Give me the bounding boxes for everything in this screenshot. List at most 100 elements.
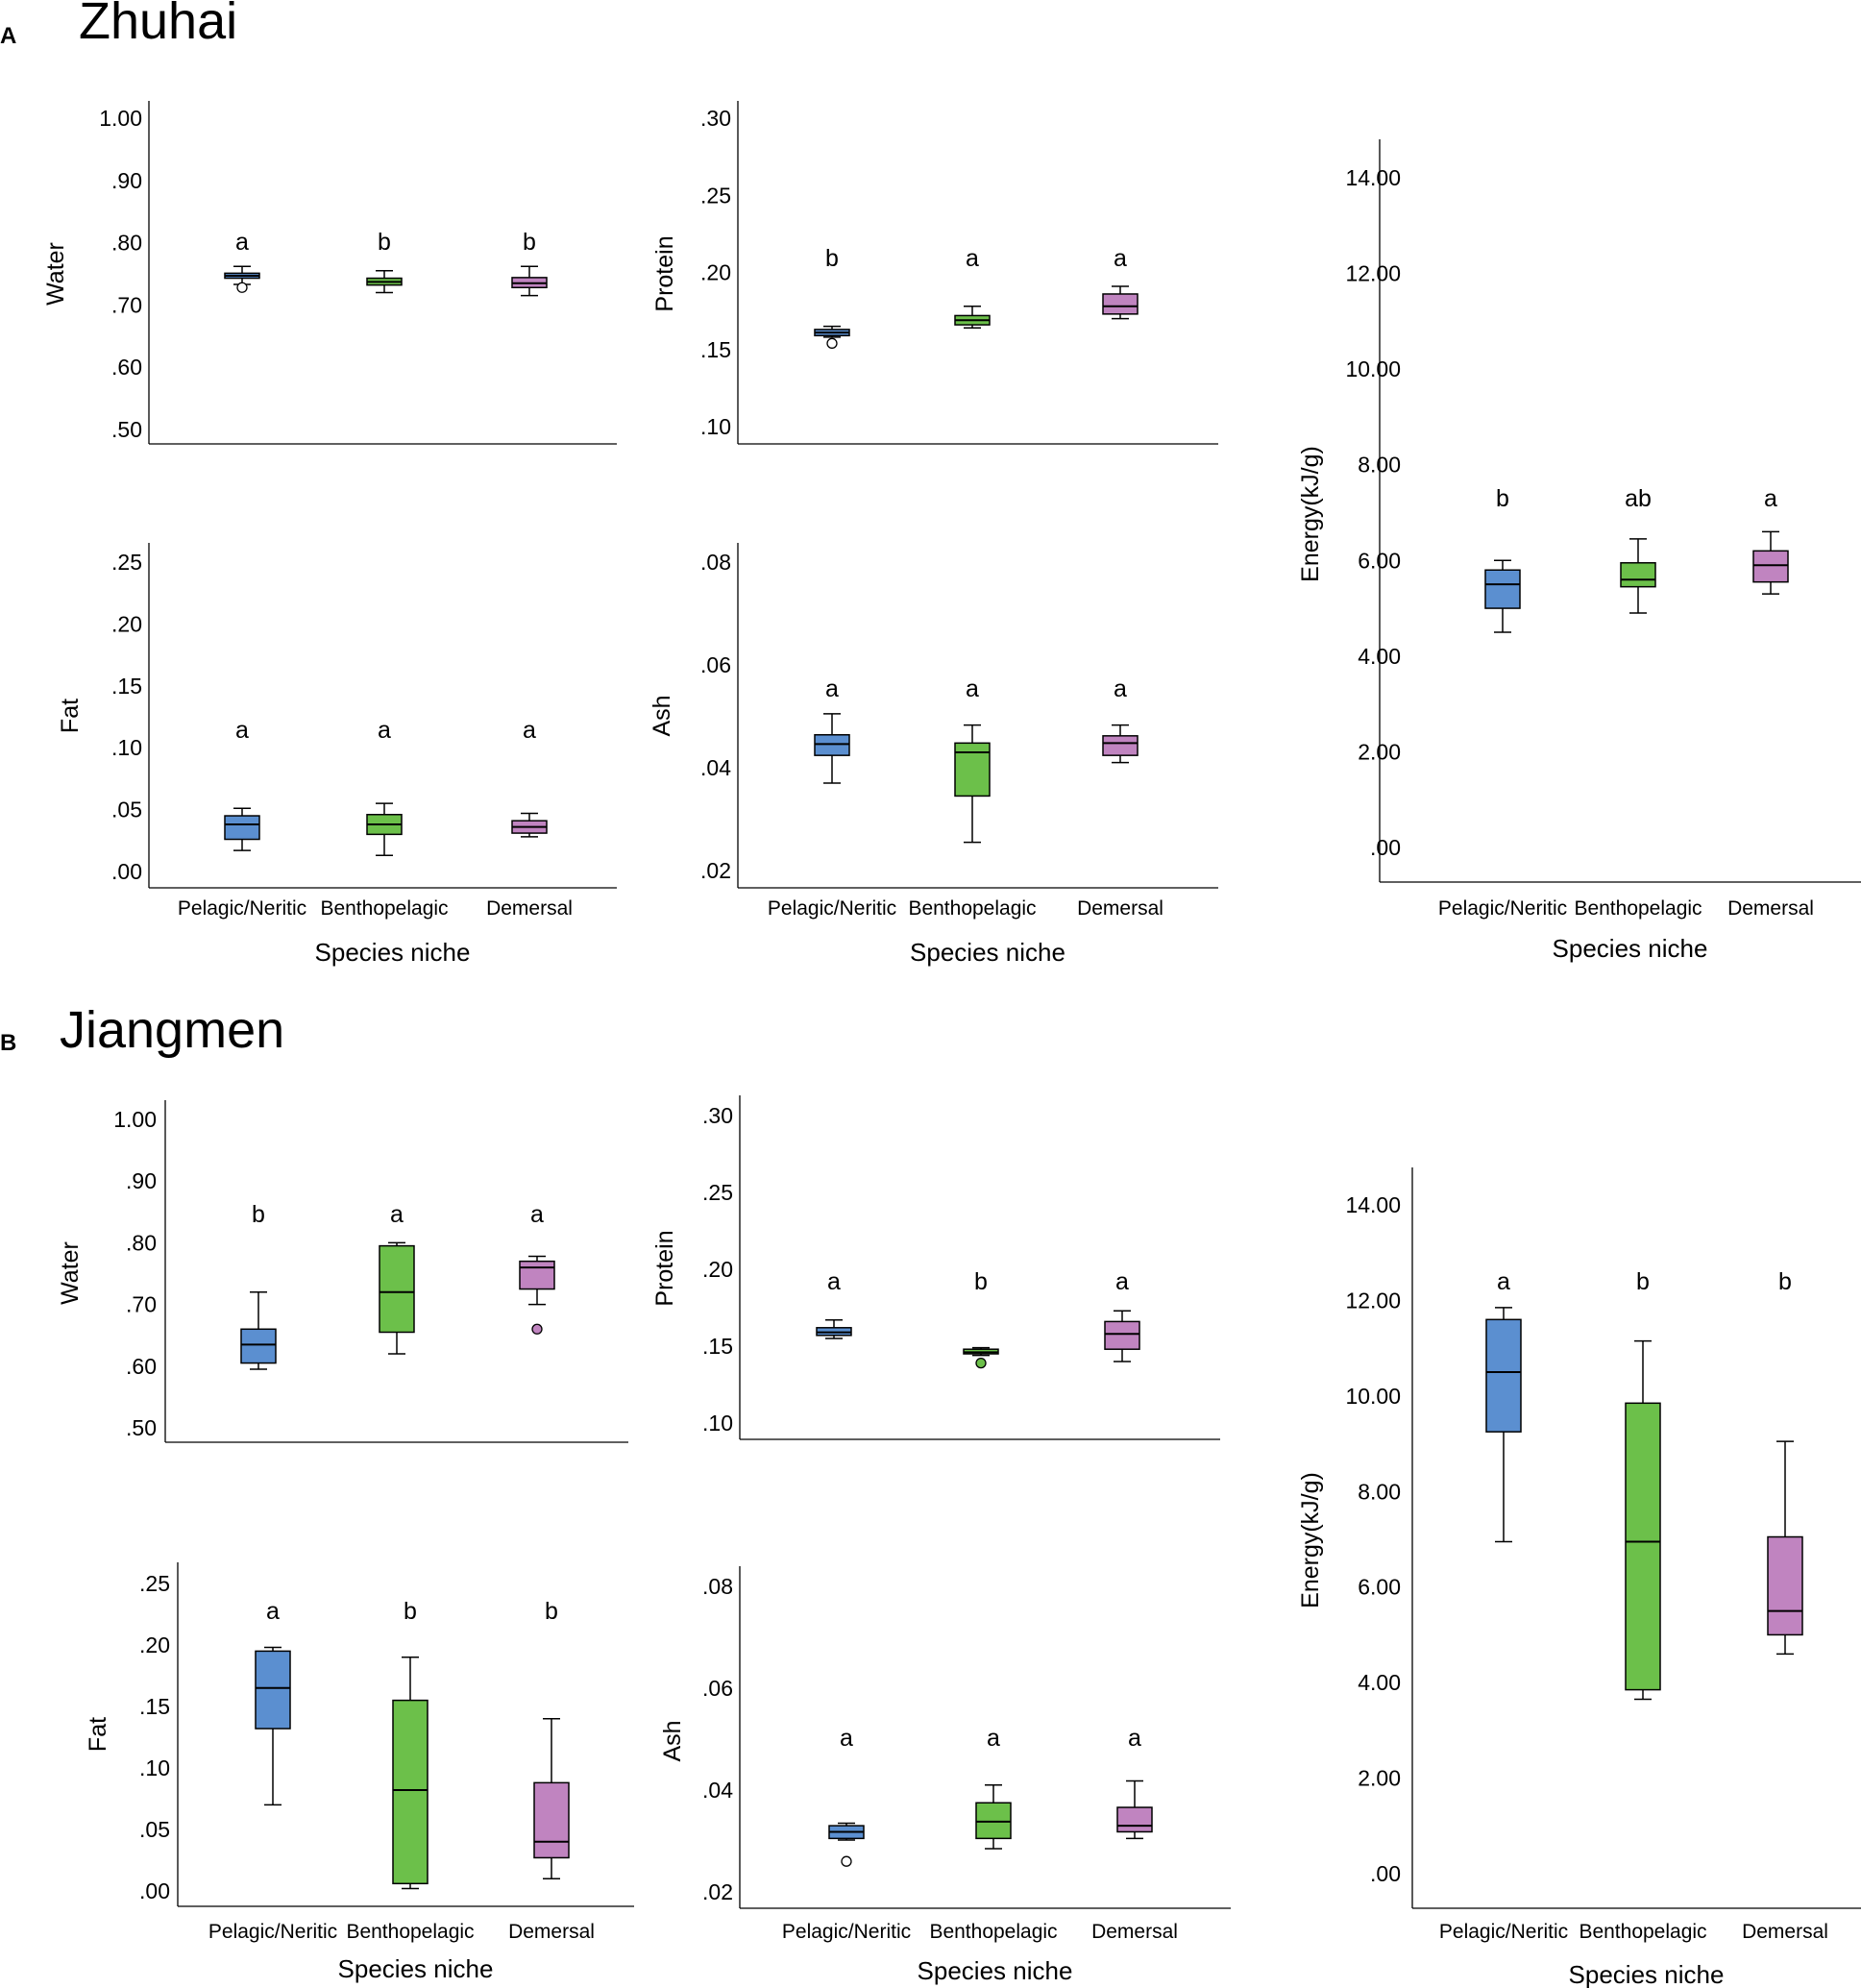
zh-fat-category-label: Demersal <box>486 897 573 920</box>
outlier-point <box>975 1357 987 1369</box>
jm-ash-tick-label: .08 <box>702 1574 733 1599</box>
jm-ash-category-label: Demersal <box>1091 1921 1178 1943</box>
zh-ash-tick-label: .04 <box>700 755 731 780</box>
outlier-point <box>531 1323 543 1335</box>
jm-water-box-demersal <box>519 1255 555 1335</box>
outlier-point <box>841 1855 852 1867</box>
zh-water-significance-letter: b <box>378 229 391 256</box>
zh-energy-box-benthopelagic <box>1620 538 1656 614</box>
zh-ash-box-demersal <box>1102 724 1139 764</box>
jm-protein-tick-label: .10 <box>702 1411 733 1436</box>
box-iqr <box>255 1650 291 1730</box>
jm-water-significance-letter: b <box>252 1201 265 1228</box>
zh-water-tick-label: 1.00 <box>99 106 142 131</box>
box-iqr <box>1767 1535 1803 1636</box>
zh-energy-significance-letter: ab <box>1625 485 1652 512</box>
zh-water-tick-label: .70 <box>111 292 142 317</box>
jm-protein-significance-letter: b <box>974 1268 988 1295</box>
box-iqr <box>1116 1806 1153 1833</box>
jm-water-tick-label: .90 <box>126 1168 157 1193</box>
zh-fat-x-label: Species niche <box>315 938 471 967</box>
zh-energy-tick-label: 10.00 <box>1345 356 1401 381</box>
jm-ash-x-label: Species niche <box>918 1956 1073 1985</box>
zh-water-chart: 1.00 .90 .80 .70 .60 .50 Water a b b <box>42 101 617 445</box>
jm-energy-significance-letter: b <box>1636 1268 1650 1295</box>
jm-energy-y-label: Energy(kJ/g) <box>1297 1472 1324 1608</box>
jm-protein-tick-label: .25 <box>702 1180 733 1205</box>
zh-fat-box-pelagic <box>224 807 260 851</box>
jm-ash-category-label: Pelagic/Neritic <box>782 1921 911 1943</box>
box-iqr <box>392 1699 429 1885</box>
jm-protein-significance-letter: a <box>1115 1268 1129 1295</box>
jm-fat-tick-label: .05 <box>139 1817 170 1842</box>
zh-ash-category-label: Demersal <box>1077 897 1163 920</box>
jm-energy-tick-label: 14.00 <box>1345 1192 1401 1217</box>
jm-energy-tick-label: 8.00 <box>1358 1479 1401 1504</box>
jm-protein-significance-letter: a <box>827 1268 841 1295</box>
jm-water-tick-label: .50 <box>126 1415 157 1440</box>
zh-ash-category-label: Pelagic/Neritic <box>768 897 896 920</box>
jm-ash-significance-letter: a <box>987 1725 1000 1752</box>
zh-fat-tick-label: .05 <box>111 798 142 822</box>
jm-protein-tick-label: .30 <box>702 1103 733 1128</box>
zh-energy-y-label: Energy(kJ/g) <box>1297 446 1324 582</box>
zh-fat-significance-letter: a <box>378 717 391 744</box>
zh-protein-tick-label: .30 <box>700 106 731 131</box>
zh-ash-tick-label: .06 <box>700 652 731 677</box>
jm-fat-x-label: Species niche <box>338 1954 494 1983</box>
jm-fat-box-demersal <box>533 1718 570 1879</box>
zh-fat-category-label: Benthopelagic <box>320 897 448 920</box>
box-iqr <box>1104 1320 1140 1350</box>
jm-fat-significance-letter: b <box>545 1598 558 1625</box>
zh-protein-tick-label: .10 <box>700 414 731 439</box>
box-iqr <box>533 1781 570 1859</box>
zh-ash-box-benthopelagic <box>954 724 991 844</box>
panel-a-title: Zhuhai <box>79 0 237 50</box>
jm-fat-category-label: Benthopelagic <box>346 1921 474 1943</box>
zh-fat-tick-label: .00 <box>111 859 142 884</box>
zh-ash-y-label: Ash <box>649 695 675 736</box>
zh-fat-y-label: Fat <box>57 699 84 733</box>
zh-fat-tick-label: .20 <box>111 611 142 636</box>
box-iqr <box>814 734 850 756</box>
zh-ash-significance-letter: a <box>825 675 839 702</box>
box-iqr <box>379 1244 415 1334</box>
jm-ash-significance-letter: a <box>840 1725 853 1752</box>
zh-energy-significance-letter: a <box>1764 485 1777 512</box>
zh-energy-tick-label: 2.00 <box>1358 739 1401 764</box>
outlier-point <box>826 337 838 349</box>
panel-b-title: Jiangmen <box>60 1001 284 1059</box>
jm-protein-box-benthopelagic <box>963 1346 999 1369</box>
zh-ash-box-pelagic <box>814 713 850 784</box>
jm-protein-box-demersal <box>1104 1310 1140 1362</box>
box-iqr <box>1102 293 1139 315</box>
jm-ash-significance-letter: a <box>1128 1725 1141 1752</box>
zh-energy-significance-letter: b <box>1496 485 1509 512</box>
box-iqr <box>1752 550 1789 583</box>
jm-ash-chart: .08 .06 .04 .02 Ash Species niche Pelagic/Neri… <box>659 1566 1231 1985</box>
jm-energy-significance-letter: b <box>1778 1268 1792 1295</box>
jm-ash-tick-label: .04 <box>702 1778 733 1803</box>
box-iqr <box>519 1260 555 1290</box>
zh-fat-chart: .25 .20 .15 .10 .05 .00 Fat Species niche Pelagi… <box>57 543 617 967</box>
zh-fat-tick-label: .25 <box>111 550 142 575</box>
zh-ash-tick-label: .08 <box>700 550 731 575</box>
jm-energy-box-demersal <box>1767 1440 1803 1656</box>
zh-protein-significance-letter: a <box>966 245 979 272</box>
jm-ash-box-pelagic <box>828 1822 865 1867</box>
jm-ash-tick-label: .02 <box>702 1879 733 1904</box>
box-iqr <box>224 815 260 841</box>
jm-fat-tick-label: .25 <box>139 1571 170 1596</box>
zh-energy-tick-label: 8.00 <box>1358 453 1401 478</box>
box-iqr <box>1625 1402 1661 1691</box>
zh-protein-box-demersal <box>1102 285 1139 320</box>
zh-energy-category-label: Benthopelagic <box>1574 897 1702 920</box>
zh-ash-significance-letter: a <box>1114 675 1127 702</box>
zh-water-tick-label: .90 <box>111 168 142 193</box>
zh-protein-box-pelagic <box>814 325 850 349</box>
outlier-point <box>236 282 248 293</box>
zh-protein-tick-label: .20 <box>700 260 731 285</box>
jm-protein-tick-label: .20 <box>702 1257 733 1282</box>
zh-water-y-label: Water <box>42 242 69 306</box>
